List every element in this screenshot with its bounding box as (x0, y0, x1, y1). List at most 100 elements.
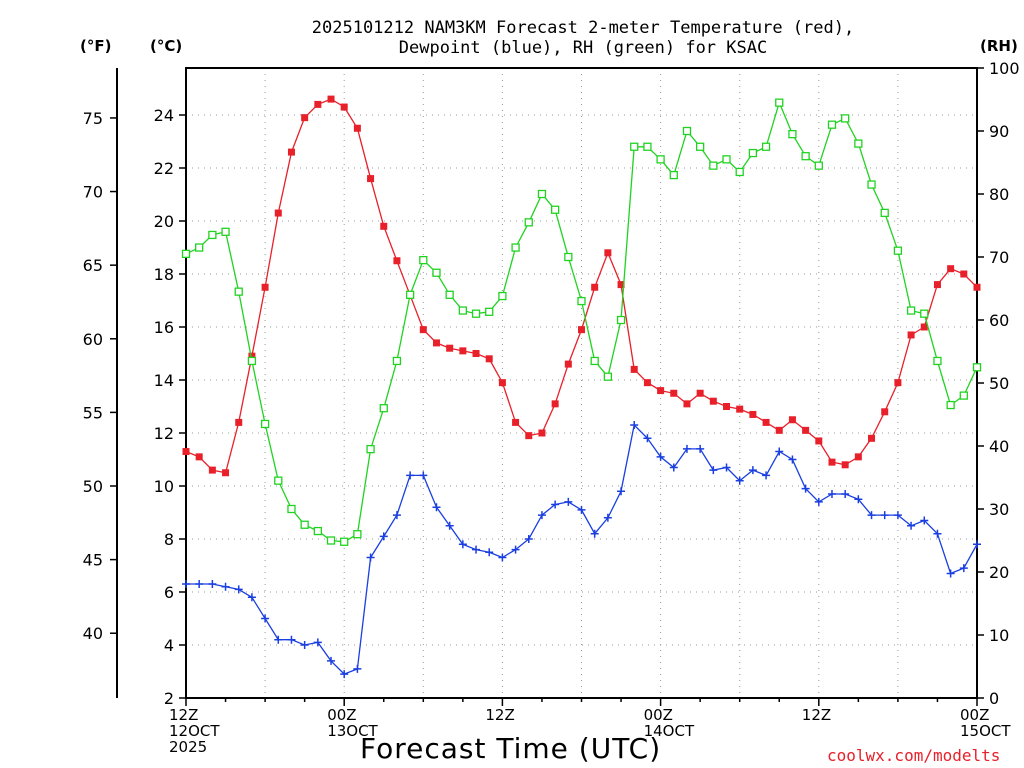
temperature-point (657, 387, 665, 395)
rh-point (524, 218, 533, 227)
rh-point (208, 230, 217, 240)
celsius-tick-label: 6 (164, 583, 174, 602)
temperature-point (604, 249, 612, 257)
dewpoint-point (748, 466, 757, 475)
rh-point (498, 291, 507, 301)
rh-point (906, 306, 916, 315)
temperature-point (498, 379, 506, 387)
dewpoint-point (854, 495, 863, 504)
temperature-point (472, 350, 480, 357)
rh-point (801, 152, 810, 161)
rh-point (537, 189, 547, 199)
rh-point (485, 307, 494, 316)
dewpoint-point (709, 466, 718, 475)
rh-point (709, 161, 718, 170)
dewpoint-point (669, 463, 678, 472)
temperature-point (696, 389, 704, 397)
rh-point (353, 530, 362, 539)
temperature-point (274, 209, 282, 217)
rh-point (300, 520, 309, 529)
celsius-unit-label: (°C) (150, 37, 183, 55)
temperature-point (538, 429, 546, 437)
temperature-point (446, 344, 454, 352)
rh-point (972, 363, 982, 372)
temperature-point (327, 95, 335, 103)
rh-tick-label: 50 (989, 374, 1009, 393)
temperature-point (670, 389, 678, 397)
temperature-point (854, 453, 862, 461)
rh-point (630, 142, 639, 151)
rh-tick-label: 40 (989, 437, 1009, 456)
dewpoint-point (696, 444, 705, 453)
dewpoint-point (841, 489, 850, 498)
celsius-tick-label: 20 (154, 212, 174, 231)
rh-point (405, 290, 415, 299)
rh-point (880, 208, 889, 218)
rh-point (432, 268, 441, 277)
dewpoint-point (630, 421, 639, 430)
celsius-tick-label: 14 (154, 371, 174, 390)
rh-unit-label: (RH) (980, 37, 1018, 55)
rh-point (366, 444, 375, 454)
rh-point (854, 139, 863, 148)
temperature-point (314, 100, 322, 108)
temperature-point (907, 331, 915, 339)
rh-point (722, 155, 731, 164)
fahrenheit-tick-label: 50 (83, 477, 103, 496)
plot-frame (185, 67, 978, 699)
x-tick-label: 00Z 13OCT (327, 706, 378, 740)
rh-point (920, 309, 929, 318)
x-tick-label: 12Z 12OCT 2025 (169, 706, 220, 756)
temperature-point (828, 458, 836, 466)
dewpoint-point (933, 529, 942, 538)
rh-point (761, 142, 771, 151)
dewpoint-point (261, 614, 270, 623)
rh-point (814, 161, 823, 170)
dewpoint-point (195, 580, 204, 589)
temperature-point (367, 175, 375, 183)
x-tick-label: 00Z 15OCT (960, 706, 1011, 740)
celsius-tick-label: 10 (154, 477, 174, 496)
dewpoint-point (656, 452, 665, 461)
rh-point (748, 148, 758, 158)
dewpoint-point (182, 580, 190, 589)
rh-point (550, 205, 560, 214)
temperature-point (815, 437, 823, 445)
rh-tick-label: 60 (989, 311, 1009, 330)
dewpoint-point (234, 585, 243, 594)
temperature-point (393, 257, 401, 265)
temperature-point (630, 365, 638, 373)
temperature-point (868, 434, 876, 442)
temperature-point (287, 148, 295, 156)
rh-point (274, 476, 283, 485)
rh-point (577, 296, 586, 306)
rh-point (181, 249, 191, 259)
temperature-point (261, 283, 269, 291)
fahrenheit-tick-label: 75 (83, 109, 103, 128)
temperature-point (485, 355, 493, 363)
rh-point (841, 114, 850, 123)
rh-tick-label: 70 (989, 248, 1009, 267)
rh-point (959, 391, 968, 400)
dewpoint-point (208, 580, 217, 589)
temperature-point (182, 448, 190, 456)
dewpoint-point (682, 444, 691, 453)
dewpoint-point (801, 484, 810, 493)
temperature-point (617, 281, 625, 289)
celsius-tick-label: 16 (154, 318, 174, 337)
temperature-point (459, 347, 467, 355)
temperature-point (222, 469, 230, 477)
dewpoint-point (379, 532, 388, 541)
chart-title-line-1: 2025101212 NAM3KM Forecast 2-meter Tempe… (311, 18, 855, 38)
temperature-point (802, 426, 810, 434)
dewpoint-point (313, 638, 322, 647)
rh-point (326, 536, 336, 545)
rh-point (893, 246, 903, 255)
rh-point (696, 142, 705, 151)
temperature-point (512, 418, 520, 426)
dewpoint-point (274, 635, 283, 644)
temperature-point (788, 416, 796, 424)
temperature-point (683, 400, 691, 408)
dewpoint-point (445, 521, 454, 530)
